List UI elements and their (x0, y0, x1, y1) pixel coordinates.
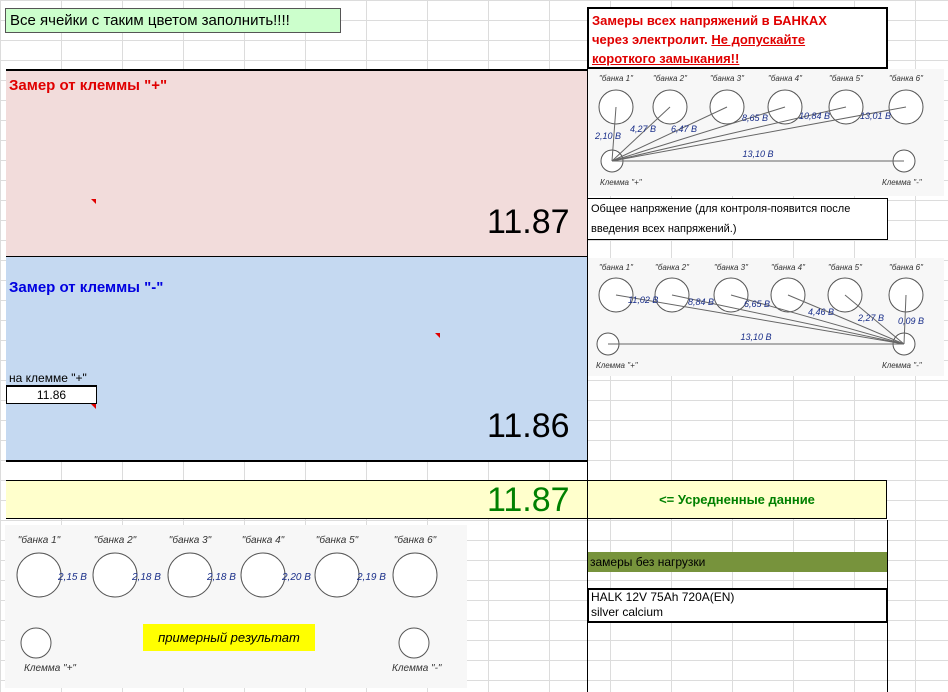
voltage-label: 2,27 В (857, 313, 884, 323)
measure-line (611, 106, 907, 162)
bank-label: "банка 3" (169, 534, 212, 546)
voltage-label: 2,19 В (356, 572, 386, 583)
terminal-plus-label: Клемма "+" (596, 361, 639, 370)
terminal-minus-label: Клемма "-" (882, 361, 923, 370)
comment-marker (91, 404, 96, 409)
plus-section-title: Замер от клеммы "+" (9, 77, 168, 94)
bank-label: "банка 6" (889, 263, 924, 272)
terminal-minus (398, 627, 430, 659)
comment-marker (435, 333, 440, 338)
terminal-plus-label: Клемма "+" (600, 178, 643, 187)
measure-line (611, 106, 617, 162)
bank-label: "банка 3" (714, 263, 749, 272)
measure-line (611, 106, 786, 162)
terminal-label: на клемме "+" (6, 370, 97, 386)
battery-type: silver calcium (591, 605, 664, 619)
minus-section: Замер от клеммы "-" (6, 257, 588, 462)
measure-line (611, 106, 728, 162)
warning-underline: Не допускайте (711, 32, 806, 47)
plus-section: Замер от клеммы "+" (6, 69, 588, 258)
voltage-label: 6,65 В (744, 299, 770, 309)
warning-line-2: через электролит. Не допускайте (592, 30, 883, 49)
bank-label: "банка 5" (828, 263, 863, 272)
bank-label: "банка 4" (771, 263, 806, 272)
bank-circle (16, 552, 62, 598)
total-note[interactable]: Общее напряжение (для контроля-появится … (587, 198, 888, 240)
minus-section-title: Замер от клеммы "-" (9, 279, 164, 296)
diagram-example: "банка 1" "банка 2" "банка 3" "банка 4" "бан… (5, 525, 467, 688)
voltage-label: 4,46 В (808, 307, 834, 317)
measure-line (903, 294, 907, 345)
bank-label: "банка 1" (18, 534, 61, 546)
voltage-label: 6,47 В (671, 124, 697, 134)
battery-model: HALK 12V 75Ah 720A(EN) (591, 590, 735, 604)
measure-line (671, 294, 905, 345)
terminal-plus-label: Клемма "+" (24, 663, 76, 674)
warning-text: через электролит. (592, 32, 708, 47)
measure-line (730, 294, 905, 345)
plus-total: 11.87 (487, 203, 570, 241)
average-section (6, 480, 588, 519)
measure-line (611, 106, 671, 162)
voltage-label: 8,65 В (742, 113, 768, 123)
terminal-value-input[interactable]: 11.86 (6, 386, 97, 404)
diagram-plus: "банка 1" "банка 2" "банка 3" "банка 4" "бан… (588, 69, 944, 196)
bank-label: "банка 4" (768, 74, 803, 83)
voltage-label: 2,18 В (206, 572, 236, 583)
bank-label: "банка 1" (599, 263, 634, 272)
terminal-minus-label: Клемма "-" (392, 663, 442, 674)
terminal-plus (20, 627, 52, 659)
voltage-label: 2,18 В (131, 572, 161, 583)
bank-label: "банка 3" (710, 74, 745, 83)
minus-total: 11.86 (487, 407, 570, 445)
measure-line (615, 294, 905, 345)
bank-circle (240, 552, 286, 598)
bank-label: "банка 5" (829, 74, 864, 83)
average-label: <= Усредненные данние (588, 480, 887, 519)
average-total: 11.87 (487, 481, 570, 519)
example-label: примерный результат (143, 624, 315, 651)
bank-circle (392, 552, 438, 598)
voltage-label: 11,02 В (628, 295, 658, 305)
voltage-label: 2,20 В (281, 572, 311, 583)
bank-label: "банка 6" (889, 74, 924, 83)
battery-info[interactable]: HALK 12V 75Ah 720A(EN) silver calcium (587, 588, 888, 623)
bank-label: "банка 2" (653, 74, 688, 83)
warning-line-1: Замеры всех напряжений в БАНКАХ (592, 13, 827, 28)
comment-marker (91, 199, 96, 204)
bank-label: "банка 2" (94, 534, 137, 546)
bank-label: "банка 2" (655, 263, 690, 272)
bank-circle (92, 552, 138, 598)
warning-underline-2: короткого замыкания!! (592, 51, 740, 66)
voltage-label: 4,27 В (630, 124, 656, 134)
measure-line (844, 294, 905, 345)
voltage-label: 13,01 В (860, 111, 891, 121)
bank-label: "банка 1" (599, 74, 634, 83)
no-load-label: замеры без нагрузки (588, 552, 887, 572)
bank-label: "банка 6" (394, 534, 437, 546)
terminal-minus-label: Клемма "-" (882, 178, 923, 187)
voltage-label: 2,10 В (594, 131, 621, 141)
total-voltage-label: 13,10 В (740, 332, 771, 342)
fill-notice[interactable]: Все ячейки с таким цветом заполнить!!!! (5, 8, 341, 33)
warning-box[interactable]: Замеры всех напряжений в БАНКАХ через эл… (587, 7, 888, 69)
bank-label: "банка 5" (316, 534, 359, 546)
warning-line-3: короткого замыкания!! (592, 49, 883, 68)
voltage-label: 0,09 В (898, 316, 924, 326)
measure-line (787, 294, 905, 345)
voltage-label: 10,84 В (799, 111, 830, 121)
total-voltage-label: 13,10 В (742, 149, 773, 159)
bank-label: "банка 4" (242, 534, 285, 546)
voltage-label: 8,84 В (688, 297, 714, 307)
measure-line (611, 106, 847, 162)
bank-circle (314, 552, 360, 598)
diagram-minus: "банка 1" "банка 2" "банка 3" "банка 4" "бан… (588, 258, 944, 376)
column-divider (587, 69, 588, 692)
bank-circle (167, 552, 213, 598)
voltage-label: 2,15 В (57, 572, 87, 583)
